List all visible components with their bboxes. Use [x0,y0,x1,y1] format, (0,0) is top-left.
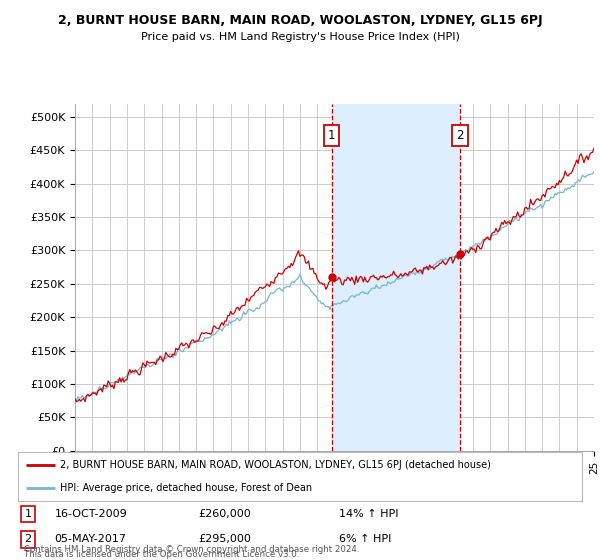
Text: HPI: Average price, detached house, Forest of Dean: HPI: Average price, detached house, Fore… [60,483,313,493]
Text: 1: 1 [25,509,32,519]
Text: £260,000: £260,000 [199,509,251,519]
Text: 6% ↑ HPI: 6% ↑ HPI [340,534,392,544]
Text: 14% ↑ HPI: 14% ↑ HPI [340,509,399,519]
Text: 2, BURNT HOUSE BARN, MAIN ROAD, WOOLASTON, LYDNEY, GL15 6PJ: 2, BURNT HOUSE BARN, MAIN ROAD, WOOLASTO… [58,14,542,27]
Text: Price paid vs. HM Land Registry's House Price Index (HPI): Price paid vs. HM Land Registry's House … [140,32,460,43]
Text: £295,000: £295,000 [199,534,251,544]
Text: 2: 2 [25,534,32,544]
Text: 1: 1 [328,129,335,142]
Text: This data is licensed under the Open Government Licence v3.0.: This data is licensed under the Open Gov… [24,550,299,559]
Text: Contains HM Land Registry data © Crown copyright and database right 2024.: Contains HM Land Registry data © Crown c… [24,545,359,554]
Text: 05-MAY-2017: 05-MAY-2017 [55,534,127,544]
Text: 16-OCT-2009: 16-OCT-2009 [55,509,127,519]
Text: 2, BURNT HOUSE BARN, MAIN ROAD, WOOLASTON, LYDNEY, GL15 6PJ (detached house): 2, BURNT HOUSE BARN, MAIN ROAD, WOOLASTO… [60,460,491,470]
Text: 2: 2 [456,129,464,142]
Bar [332,104,460,451]
